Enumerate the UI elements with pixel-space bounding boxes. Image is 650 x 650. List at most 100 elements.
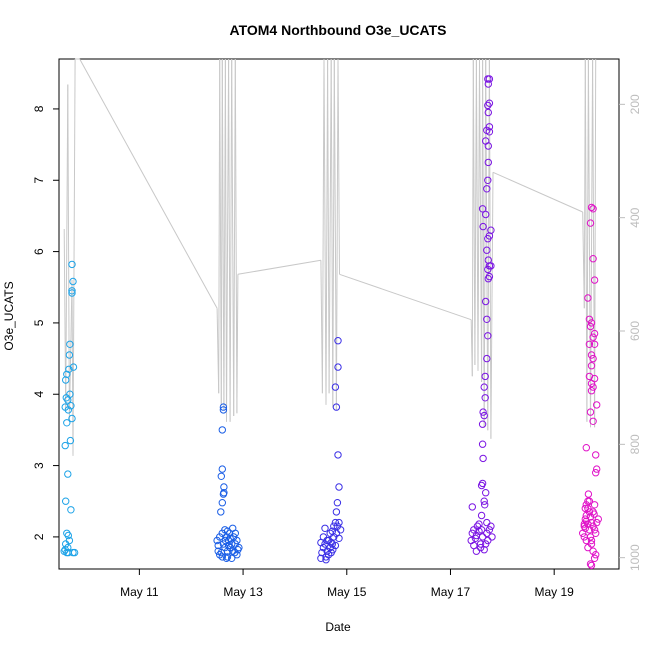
data-point — [592, 451, 600, 459]
data-point — [228, 540, 236, 548]
data-point — [478, 420, 487, 428]
data-point — [585, 508, 594, 516]
data-point — [63, 370, 71, 378]
data-point — [485, 75, 494, 83]
data-points-layer — [60, 75, 602, 570]
pressure-trace-segment — [231, 58, 235, 417]
pressure-trace-segment — [237, 259, 321, 275]
data-point — [317, 538, 325, 547]
data-point — [586, 322, 595, 331]
data-point — [480, 383, 488, 391]
pressure-trace-segment — [221, 58, 225, 411]
pressure-trace-segment — [337, 58, 340, 275]
data-point — [483, 185, 491, 193]
pressure-trace-segment — [474, 58, 477, 366]
data-point — [69, 548, 77, 557]
data-point — [480, 411, 488, 420]
data-point — [484, 101, 492, 110]
data-point — [487, 522, 495, 530]
data-point — [580, 520, 588, 528]
data-point — [594, 515, 602, 523]
data-point — [217, 508, 225, 516]
data-point — [225, 529, 234, 537]
x-axis-label: Date — [325, 620, 351, 634]
data-point — [584, 490, 593, 498]
data-point — [589, 255, 597, 263]
y-axis: 2 3 4 5 6 7 8 — [32, 105, 59, 540]
data-point — [332, 508, 341, 516]
data-point — [328, 527, 336, 535]
data-point — [590, 510, 598, 518]
data-point — [64, 543, 72, 552]
data-point — [324, 551, 333, 559]
data-point — [476, 540, 485, 548]
y2-axis: 200 400 600 800 1000 — [619, 94, 642, 571]
data-point — [587, 387, 596, 395]
data-point — [476, 543, 485, 552]
data-point — [68, 260, 76, 269]
y2-tick-label: 600 — [628, 321, 642, 341]
pressure-trace-layer — [63, 58, 597, 456]
pressure-trace-segment — [335, 58, 339, 411]
data-point — [580, 533, 588, 541]
data-point — [478, 205, 487, 213]
pressure-trace-segment — [590, 58, 594, 428]
data-point — [482, 489, 490, 497]
y-tick-label: 8 — [32, 105, 46, 112]
y-tick-label: 2 — [32, 533, 46, 540]
y2-tick-label: 400 — [628, 207, 642, 227]
pressure-trace-segment — [325, 58, 329, 405]
data-point — [334, 363, 342, 371]
data-point — [477, 511, 486, 520]
x-tick-label: May 11 — [120, 585, 159, 599]
pressure-trace-segment — [327, 58, 330, 394]
data-point — [65, 365, 73, 373]
data-point — [218, 499, 227, 507]
pressure-trace-segment — [233, 58, 236, 417]
data-point — [582, 536, 590, 545]
data-point — [478, 440, 487, 448]
data-point — [63, 529, 71, 537]
data-point — [468, 503, 476, 511]
data-point — [484, 158, 492, 167]
data-point — [585, 340, 594, 348]
data-point — [590, 329, 599, 338]
data-point — [482, 297, 490, 306]
y-tick-label: 6 — [32, 248, 46, 255]
data-point — [479, 408, 487, 416]
chart-title: ATOM4 Northbound O3e_UCATS — [230, 22, 447, 38]
data-point — [61, 497, 70, 505]
data-point — [68, 289, 76, 297]
data-point — [334, 337, 342, 345]
data-point — [65, 536, 74, 545]
pressure-trace-segment — [79, 58, 218, 309]
data-point — [219, 403, 228, 411]
data-point — [67, 402, 75, 410]
data-point — [218, 553, 227, 561]
y2-tick-label: 1000 — [628, 544, 642, 571]
data-point — [69, 363, 78, 371]
data-point — [62, 394, 71, 402]
data-point — [479, 454, 487, 463]
data-point — [333, 499, 342, 507]
pressure-trace-segment — [594, 58, 597, 428]
data-point — [68, 414, 76, 423]
pressure-trace-segment — [65, 84, 69, 411]
pressure-trace-segment — [67, 84, 70, 422]
data-point — [587, 561, 596, 570]
data-point — [479, 222, 487, 231]
data-point — [218, 465, 227, 473]
pressure-trace-segment — [472, 58, 476, 366]
data-point — [483, 126, 491, 135]
data-point — [473, 522, 482, 530]
pressure-trace-segment — [586, 58, 589, 422]
data-point — [67, 506, 75, 514]
data-point — [592, 529, 600, 537]
data-point — [484, 80, 492, 88]
data-point — [228, 554, 236, 562]
data-point — [68, 287, 76, 295]
data-point — [478, 533, 487, 541]
data-point — [65, 351, 74, 359]
data-point — [481, 372, 489, 381]
data-point — [485, 526, 494, 534]
